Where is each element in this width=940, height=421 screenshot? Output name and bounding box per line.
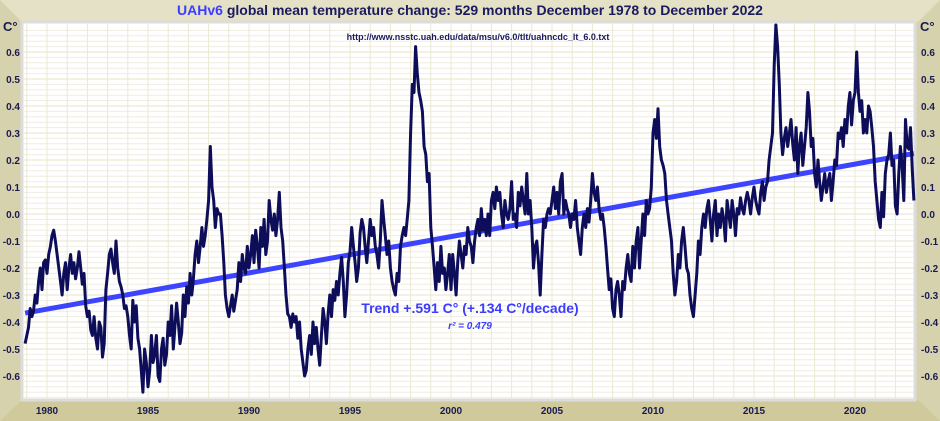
y-tick-label-left: 0.4: [6, 102, 20, 113]
y-tick-label-left: -0.3: [3, 291, 21, 302]
y-tick-label-right: 0.1: [921, 183, 935, 194]
x-tick-label: 2010: [642, 406, 665, 417]
y-tick-label-left: -0.2: [3, 264, 21, 275]
title-rest: global mean temperature change: 529 mont…: [223, 2, 763, 18]
y-tick-label-left: 0.5: [6, 75, 20, 86]
y-tick-label-right: -0.5: [921, 345, 939, 356]
y-unit-right: C°: [920, 19, 935, 34]
x-tick-label: 2020: [844, 406, 867, 417]
r-squared-label: r² = 0.479: [448, 321, 492, 332]
axes: -0.6 -0.6 -0.5 -0.5 -0.4 -0.4 -0.3 -0.3 -0.2 -0.2…: [3, 48, 939, 417]
y-tick-label-right: -0.1: [921, 237, 939, 248]
frame-bevel-top: [0, 0, 940, 22]
chart-title: UAHv6 global mean temperature change: 52…: [177, 2, 763, 18]
y-tick-label-right: 0.2: [921, 156, 935, 167]
y-tick-label-left: 0.3: [6, 129, 20, 140]
frame-bevel-bottom: [0, 400, 940, 421]
y-unit-left: C°: [3, 19, 18, 34]
y-tick-label-right: -0.4: [921, 318, 939, 329]
y-tick-label-right: 0.4: [921, 102, 935, 113]
y-tick-label-left: 0.6: [6, 48, 20, 59]
y-tick-label-left: 0.2: [6, 156, 20, 167]
y-tick-label-left: 0.0: [6, 210, 20, 221]
y-tick-label-right: 0.3: [921, 129, 935, 140]
x-tick-label: 1980: [36, 406, 59, 417]
x-tick-label: 2005: [541, 406, 564, 417]
y-tick-label-left: -0.6: [3, 372, 21, 383]
y-tick-label-right: -0.2: [921, 264, 939, 275]
plot-area: [20, 20, 917, 402]
y-tick-label-right: 0.5: [921, 75, 935, 86]
x-tick-label: 1985: [137, 406, 160, 417]
x-tick-label: 2015: [743, 406, 766, 417]
trend-label: Trend +.591 C° (+.134 C°/decade): [361, 300, 578, 316]
data-source-url: http://www.nsstc.uah.edu/data/msu/v6.0/t…: [347, 32, 610, 42]
y-tick-label-right: 0.0: [921, 210, 935, 221]
y-tick-label-right: -0.6: [921, 372, 939, 383]
y-tick-label-left: -0.5: [3, 345, 21, 356]
x-tick-label: 2000: [440, 406, 463, 417]
y-tick-label-right: 0.6: [921, 48, 935, 59]
y-tick-label-right: -0.3: [921, 291, 939, 302]
temperature-series-line: [23, 23, 916, 394]
title-prefix: UAHv6: [177, 2, 223, 18]
x-tick-label: 1995: [339, 406, 362, 417]
y-tick-label-left: -0.1: [3, 237, 21, 248]
y-tick-label-left: -0.4: [3, 318, 21, 329]
x-tick-label: 1990: [238, 406, 261, 417]
y-tick-label-left: 0.1: [6, 183, 20, 194]
